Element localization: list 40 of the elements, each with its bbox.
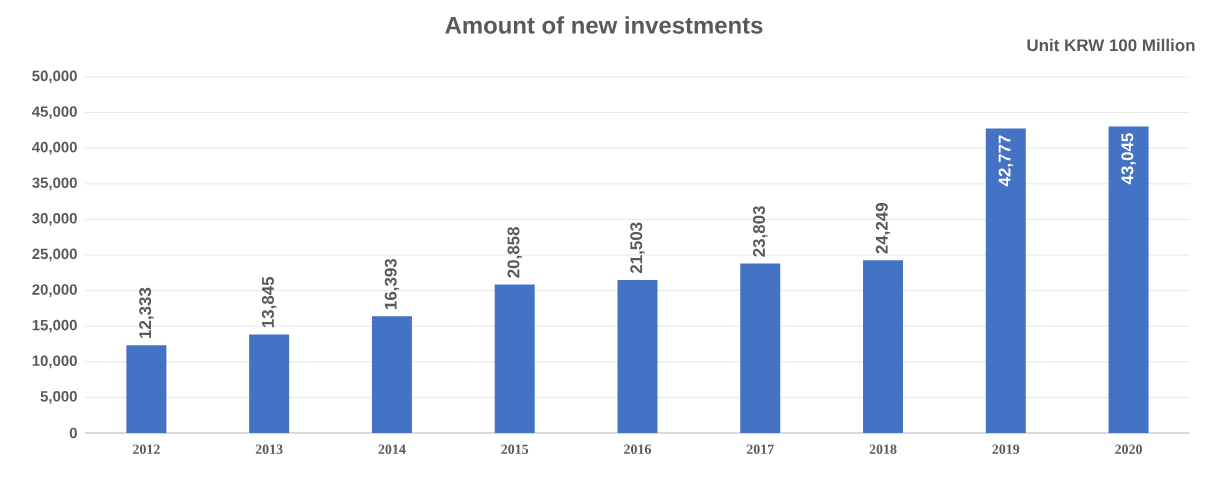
bar — [863, 260, 904, 433]
y-tick-label: 30,000 — [32, 213, 77, 226]
bar — [740, 263, 781, 433]
y-tick-label: 35,000 — [32, 177, 77, 191]
text: Unit KRW 100 Million — [1027, 38, 1195, 52]
y-tick-label: 10,000 — [32, 355, 77, 369]
data-label: 42,777 — [998, 135, 1014, 187]
data-label: 20,858 — [507, 227, 522, 278]
data-label: 13,845 — [261, 276, 277, 328]
data-label: 12,333 — [139, 287, 154, 338]
bar — [494, 284, 535, 433]
x-tick-label: 2019 — [992, 444, 1020, 454]
data-label: 21,503 — [630, 222, 645, 274]
y-tick-label: 25,000 — [32, 248, 77, 262]
data-label: 24,249 — [875, 202, 891, 254]
y-tick-label: 50,000 — [32, 70, 77, 84]
y-tick-label: 40,000 — [31, 141, 77, 155]
chart-title: Amount of new investments — [445, 16, 763, 34]
bar — [1108, 126, 1149, 433]
x-tick-label: 2020 — [1115, 444, 1142, 454]
x-tick-label: 2012 — [133, 444, 160, 454]
bar — [371, 316, 412, 433]
x-tick-label: 2013 — [255, 444, 283, 454]
bar — [249, 334, 290, 433]
x-tick-label: 2017 — [746, 444, 774, 454]
y-tick-label: 5,000 — [40, 391, 77, 404]
y-tick-label: 15,000 — [32, 319, 77, 333]
data-label: 43,045 — [1121, 133, 1136, 185]
x-tick-label: 2016 — [624, 444, 652, 454]
y-tick-label: 0 — [69, 427, 77, 439]
data-label: 16,393 — [384, 258, 400, 310]
x-tick-label: 2018 — [869, 444, 897, 454]
data-label: 23,803 — [753, 206, 768, 257]
y-tick-label: 45,000 — [31, 106, 77, 119]
bar — [985, 128, 1026, 433]
x-tick-label: 2014 — [378, 444, 406, 454]
bar — [126, 345, 167, 433]
x-tick-label: 2015 — [501, 444, 529, 454]
bar — [617, 279, 658, 433]
y-tick-label: 20,000 — [32, 284, 77, 297]
